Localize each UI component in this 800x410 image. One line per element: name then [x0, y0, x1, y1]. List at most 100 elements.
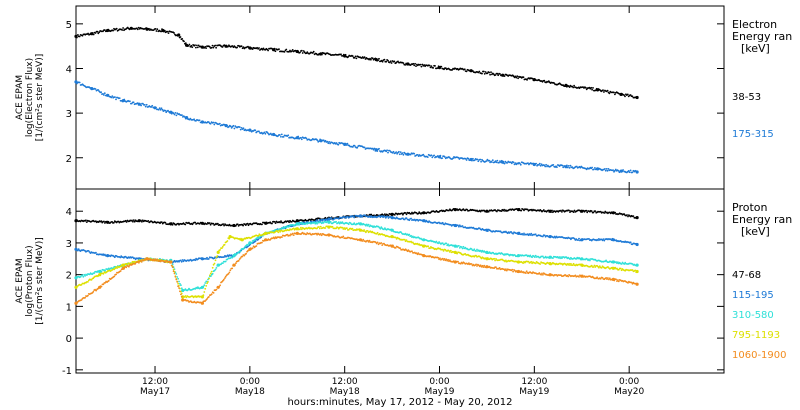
series-dot: [486, 72, 489, 75]
series-dot: [80, 283, 83, 286]
series-dot: [379, 227, 382, 230]
series-dot: [337, 221, 340, 224]
series-dot: [417, 212, 420, 215]
series-dot: [210, 270, 213, 273]
series-dot: [222, 223, 225, 226]
series-dot: [338, 222, 341, 225]
series-dot: [346, 227, 348, 230]
series-dot: [324, 227, 327, 229]
series-dot: [527, 162, 529, 165]
series-dot: [180, 293, 182, 296]
series-dot: [107, 279, 110, 282]
series-dot: [140, 219, 142, 222]
series-dot: [590, 210, 593, 213]
series-dot: [498, 161, 500, 164]
series-dot: [87, 281, 89, 283]
series-dot: [184, 42, 187, 44]
series-dot: [255, 245, 258, 247]
series-dot: [103, 92, 106, 95]
series-dot: [321, 53, 323, 56]
series-dot: [173, 32, 176, 34]
series-dot: [175, 114, 178, 117]
legend-title: [keV]: [741, 225, 770, 238]
series-dot: [479, 158, 482, 161]
y-axis-label: ACE EPAM: [15, 75, 25, 120]
series-dot: [283, 51, 286, 53]
series-dot: [279, 221, 281, 224]
series-dot: [269, 132, 272, 135]
series-dot: [612, 169, 614, 172]
series-dot: [482, 266, 485, 268]
series-dot: [362, 238, 365, 241]
series-dot: [239, 128, 242, 131]
series-dot: [337, 217, 340, 220]
series-dot: [329, 221, 332, 223]
series-dot: [598, 265, 601, 268]
series-dot: [486, 230, 489, 233]
series-dot: [439, 257, 441, 260]
series-dot: [316, 139, 319, 142]
series-dot: [540, 273, 542, 276]
series-dot: [330, 217, 333, 219]
series-dot: [110, 96, 113, 99]
series-dot: [243, 247, 246, 250]
series-dot: [381, 60, 384, 63]
series-dot: [261, 241, 263, 244]
series-dot: [137, 26, 140, 29]
series-dot: [91, 32, 94, 34]
series-dot: [614, 93, 616, 96]
series-dot: [179, 290, 181, 293]
series-dot: [617, 280, 620, 283]
series-dot: [208, 277, 210, 280]
series-dot: [402, 153, 405, 156]
series-dot: [490, 71, 492, 74]
series-dot: [493, 257, 496, 260]
series-dot: [155, 30, 158, 32]
series-dot: [517, 77, 519, 80]
series-dot: [122, 27, 124, 29]
series-dot: [457, 224, 459, 227]
series-dot: [212, 222, 215, 225]
series-dot: [205, 47, 208, 49]
legend-title: Energy ran: [732, 30, 792, 43]
series-dot: [602, 238, 605, 241]
series-dot: [496, 72, 499, 75]
series-dot: [365, 224, 367, 227]
series-dot: [231, 256, 234, 259]
series-dot: [458, 225, 460, 228]
series-dot: [274, 222, 277, 225]
series-dot: [229, 125, 232, 128]
series-dot: [214, 44, 217, 47]
series-dot: [177, 282, 180, 285]
series-dot: [449, 259, 451, 262]
series-dot: [589, 259, 591, 262]
series-dot: [94, 32, 97, 34]
series-dot: [288, 229, 290, 232]
series-dot: [473, 159, 476, 162]
chart-panel-proton: -1 0 1 2 3 4 ACE EPAM log(Proton Flux) [1/(cm²s …: [15, 188, 792, 377]
series-dot: [190, 44, 193, 47]
series-dot: [603, 212, 606, 214]
series-dot: [602, 89, 604, 92]
series-dot: [475, 250, 477, 252]
series-dot: [159, 108, 162, 111]
series-dot: [152, 258, 155, 261]
series-dot: [154, 28, 157, 30]
series-dot: [250, 241, 253, 244]
series-dot: [544, 165, 547, 168]
series-dot: [116, 267, 118, 269]
series-dot: [102, 283, 105, 286]
series-dot: [291, 49, 294, 51]
series-dot: [142, 259, 145, 262]
series-dot: [462, 245, 465, 248]
series-dot: [216, 255, 219, 257]
series-dot: [434, 65, 436, 67]
series-dot: [316, 227, 318, 230]
series-dot: [100, 91, 102, 94]
series-dot: [482, 70, 485, 73]
series-dot: [205, 285, 208, 287]
series-dot: [227, 272, 230, 275]
series-dot: [114, 96, 116, 98]
series-dot: [113, 256, 116, 259]
series-dot: [316, 222, 318, 225]
